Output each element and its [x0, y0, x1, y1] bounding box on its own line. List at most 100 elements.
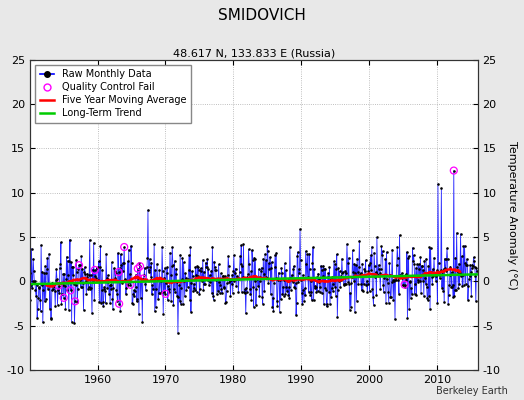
Point: [194, 264, 202, 271]
Text: Berkeley Earth: Berkeley Earth: [436, 386, 508, 396]
Point: [431, 278, 440, 284]
Point: [235, 268, 244, 275]
Point: [222, 299, 230, 306]
Point: [26, 297, 35, 303]
Point: [376, 286, 385, 292]
Point: [167, 271, 175, 278]
Point: [65, 258, 73, 264]
Point: [270, 280, 278, 286]
Point: [33, 315, 41, 321]
Point: [57, 300, 66, 307]
Point: [400, 273, 408, 280]
Point: [161, 291, 170, 297]
Point: [428, 281, 436, 287]
Point: [268, 304, 277, 310]
Point: [356, 271, 364, 277]
Point: [459, 243, 467, 250]
Point: [130, 293, 138, 300]
Point: [38, 282, 46, 288]
Point: [279, 292, 288, 299]
Point: [255, 266, 263, 272]
Point: [155, 267, 163, 274]
Title: 48.617 N, 133.833 E (Russia): 48.617 N, 133.833 E (Russia): [172, 49, 335, 59]
Point: [48, 279, 57, 286]
Point: [84, 284, 93, 290]
Point: [432, 273, 441, 279]
Point: [156, 275, 165, 281]
Point: [425, 244, 434, 250]
Point: [200, 280, 209, 287]
Point: [277, 265, 286, 271]
Point: [100, 284, 108, 290]
Point: [327, 294, 335, 300]
Point: [39, 319, 47, 326]
Point: [208, 290, 216, 296]
Point: [153, 261, 161, 267]
Point: [336, 284, 344, 290]
Point: [362, 257, 370, 264]
Point: [369, 302, 378, 308]
Point: [213, 276, 222, 282]
Point: [199, 257, 207, 263]
Point: [423, 297, 432, 304]
Point: [259, 256, 267, 262]
Point: [192, 272, 200, 278]
Point: [103, 275, 111, 282]
Point: [300, 298, 308, 304]
Point: [387, 278, 396, 285]
Point: [93, 264, 102, 270]
Point: [128, 299, 136, 306]
Point: [58, 291, 66, 297]
Point: [402, 277, 410, 283]
Point: [461, 242, 469, 249]
Point: [199, 286, 208, 293]
Point: [369, 293, 377, 300]
Point: [50, 288, 59, 294]
Point: [91, 267, 99, 273]
Point: [368, 244, 376, 250]
Point: [299, 287, 308, 294]
Point: [234, 289, 243, 295]
Point: [28, 277, 37, 284]
Point: [425, 293, 433, 299]
Point: [232, 266, 240, 272]
Point: [303, 251, 312, 258]
Point: [308, 297, 316, 303]
Point: [408, 290, 416, 297]
Point: [373, 234, 381, 241]
Point: [320, 266, 329, 272]
Point: [420, 258, 429, 264]
Point: [337, 256, 346, 262]
Point: [307, 278, 315, 284]
Point: [243, 288, 251, 295]
Point: [211, 264, 219, 271]
Point: [52, 277, 60, 284]
Point: [201, 280, 209, 287]
Point: [123, 281, 131, 287]
Point: [431, 270, 439, 276]
Point: [43, 286, 52, 292]
Point: [215, 290, 224, 296]
Point: [111, 274, 119, 281]
Point: [291, 284, 299, 291]
Point: [434, 181, 442, 187]
Point: [449, 294, 457, 300]
Point: [378, 252, 386, 258]
Point: [133, 298, 141, 305]
Point: [196, 265, 205, 272]
Point: [229, 268, 237, 274]
Point: [32, 293, 40, 300]
Point: [185, 297, 194, 304]
Point: [439, 288, 447, 294]
Point: [212, 267, 220, 273]
Point: [56, 261, 64, 267]
Point: [305, 250, 313, 257]
Point: [318, 290, 326, 296]
Point: [95, 299, 104, 305]
Point: [174, 330, 182, 336]
Point: [338, 270, 346, 276]
Point: [79, 280, 87, 286]
Point: [330, 284, 339, 290]
Point: [235, 276, 243, 282]
Point: [107, 259, 116, 266]
